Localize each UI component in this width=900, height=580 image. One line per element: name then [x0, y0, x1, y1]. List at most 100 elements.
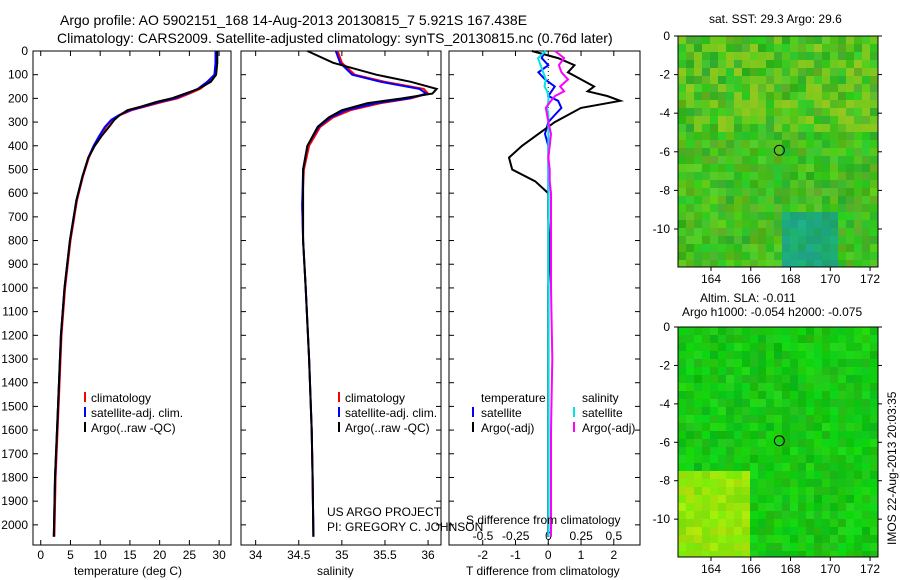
map-cell: [870, 495, 878, 503]
map-cell: [862, 100, 870, 108]
map-cell: [774, 375, 782, 383]
map-cell: [830, 407, 838, 415]
map-cell: [774, 116, 782, 124]
map-cell: [782, 391, 790, 399]
map-cell: [782, 220, 790, 228]
map-cell: [686, 543, 694, 551]
y-tick-label: 1400: [1, 376, 28, 390]
map-cell: [686, 92, 694, 100]
map-cell: [766, 92, 774, 100]
map-cell: [870, 375, 878, 383]
map-cell: [710, 156, 718, 164]
map-cell: [854, 196, 862, 204]
map-cell: [870, 463, 878, 471]
map-cell: [870, 359, 878, 367]
map-cell: [742, 407, 750, 415]
y-tick-label: 700: [8, 210, 28, 224]
map-cell: [742, 164, 750, 172]
map-cell: [862, 52, 870, 60]
map-cell: [686, 439, 694, 447]
map-cell: [830, 244, 838, 252]
map-cell: [702, 543, 710, 551]
map-cell: [726, 439, 734, 447]
map-cell: [750, 148, 758, 156]
map-cell: [862, 503, 870, 511]
map-cell: [870, 236, 878, 244]
map-cell: [822, 327, 830, 335]
map-cell: [798, 108, 806, 116]
map-cell: [694, 116, 702, 124]
map-cell: [694, 399, 702, 407]
map-cell: [830, 60, 838, 68]
map-cell: [782, 228, 790, 236]
map-cell: [766, 60, 774, 68]
map-cell: [774, 471, 782, 479]
map-cell: [702, 439, 710, 447]
legend-label: satellite-adj. clim.: [91, 406, 183, 420]
map-cell: [846, 132, 854, 140]
map-cell: [710, 148, 718, 156]
map-cell: [694, 148, 702, 156]
map-cell: [694, 156, 702, 164]
map-cell: [766, 415, 774, 423]
map-cell: [702, 503, 710, 511]
map-cell: [790, 439, 798, 447]
x-tick-label: 166: [741, 562, 761, 576]
map-cell: [702, 415, 710, 423]
map-cell: [806, 359, 814, 367]
map-cell: [686, 471, 694, 479]
map-cell: [830, 172, 838, 180]
map-cell: [782, 383, 790, 391]
map-cell: [806, 431, 814, 439]
legend-swatch-s-satellite: [573, 407, 575, 417]
map-cell: [694, 140, 702, 148]
map-cell: [678, 212, 686, 220]
map-cell: [686, 76, 694, 84]
map-cell: [774, 172, 782, 180]
map-cell: [862, 407, 870, 415]
map-cell: [854, 36, 862, 44]
map-cell: [870, 108, 878, 116]
map-cell: [806, 116, 814, 124]
map-cell: [782, 60, 790, 68]
map-cell: [678, 351, 686, 359]
map-cell: [742, 180, 750, 188]
map-cell: [854, 260, 862, 267]
map-cell: [742, 92, 750, 100]
map-cell: [790, 527, 798, 535]
map-cell: [710, 220, 718, 228]
map-cell: [694, 391, 702, 399]
map-cell: [838, 543, 846, 551]
map-cell: [846, 487, 854, 495]
map-cell: [862, 463, 870, 471]
map-cell: [758, 204, 766, 212]
map-cell: [694, 383, 702, 391]
map-cell: [862, 236, 870, 244]
map-cell: [870, 84, 878, 92]
map-cell: [750, 351, 758, 359]
map-cell: [806, 375, 814, 383]
map-cell: [822, 519, 830, 527]
map-cell: [710, 543, 718, 551]
legend-swatch-t-satellite: [472, 407, 474, 417]
map-cell: [774, 76, 782, 84]
map-cell: [814, 463, 822, 471]
map-cell: [766, 439, 774, 447]
map-cell: [854, 511, 862, 519]
map-cell: [750, 124, 758, 132]
map-cell: [774, 68, 782, 76]
map-cell: [758, 423, 766, 431]
map-cell: [798, 68, 806, 76]
map-cell: [822, 196, 830, 204]
map-cell: [750, 252, 758, 260]
map-cell: [862, 375, 870, 383]
map-cell: [694, 44, 702, 52]
map-cell: [726, 124, 734, 132]
map-cell: [838, 423, 846, 431]
map-cell: [742, 527, 750, 535]
y-tick-label: 1300: [1, 352, 28, 366]
map-cell: [702, 455, 710, 463]
map-cell: [790, 260, 798, 267]
map-cell: [806, 44, 814, 52]
map-cell: [870, 415, 878, 423]
